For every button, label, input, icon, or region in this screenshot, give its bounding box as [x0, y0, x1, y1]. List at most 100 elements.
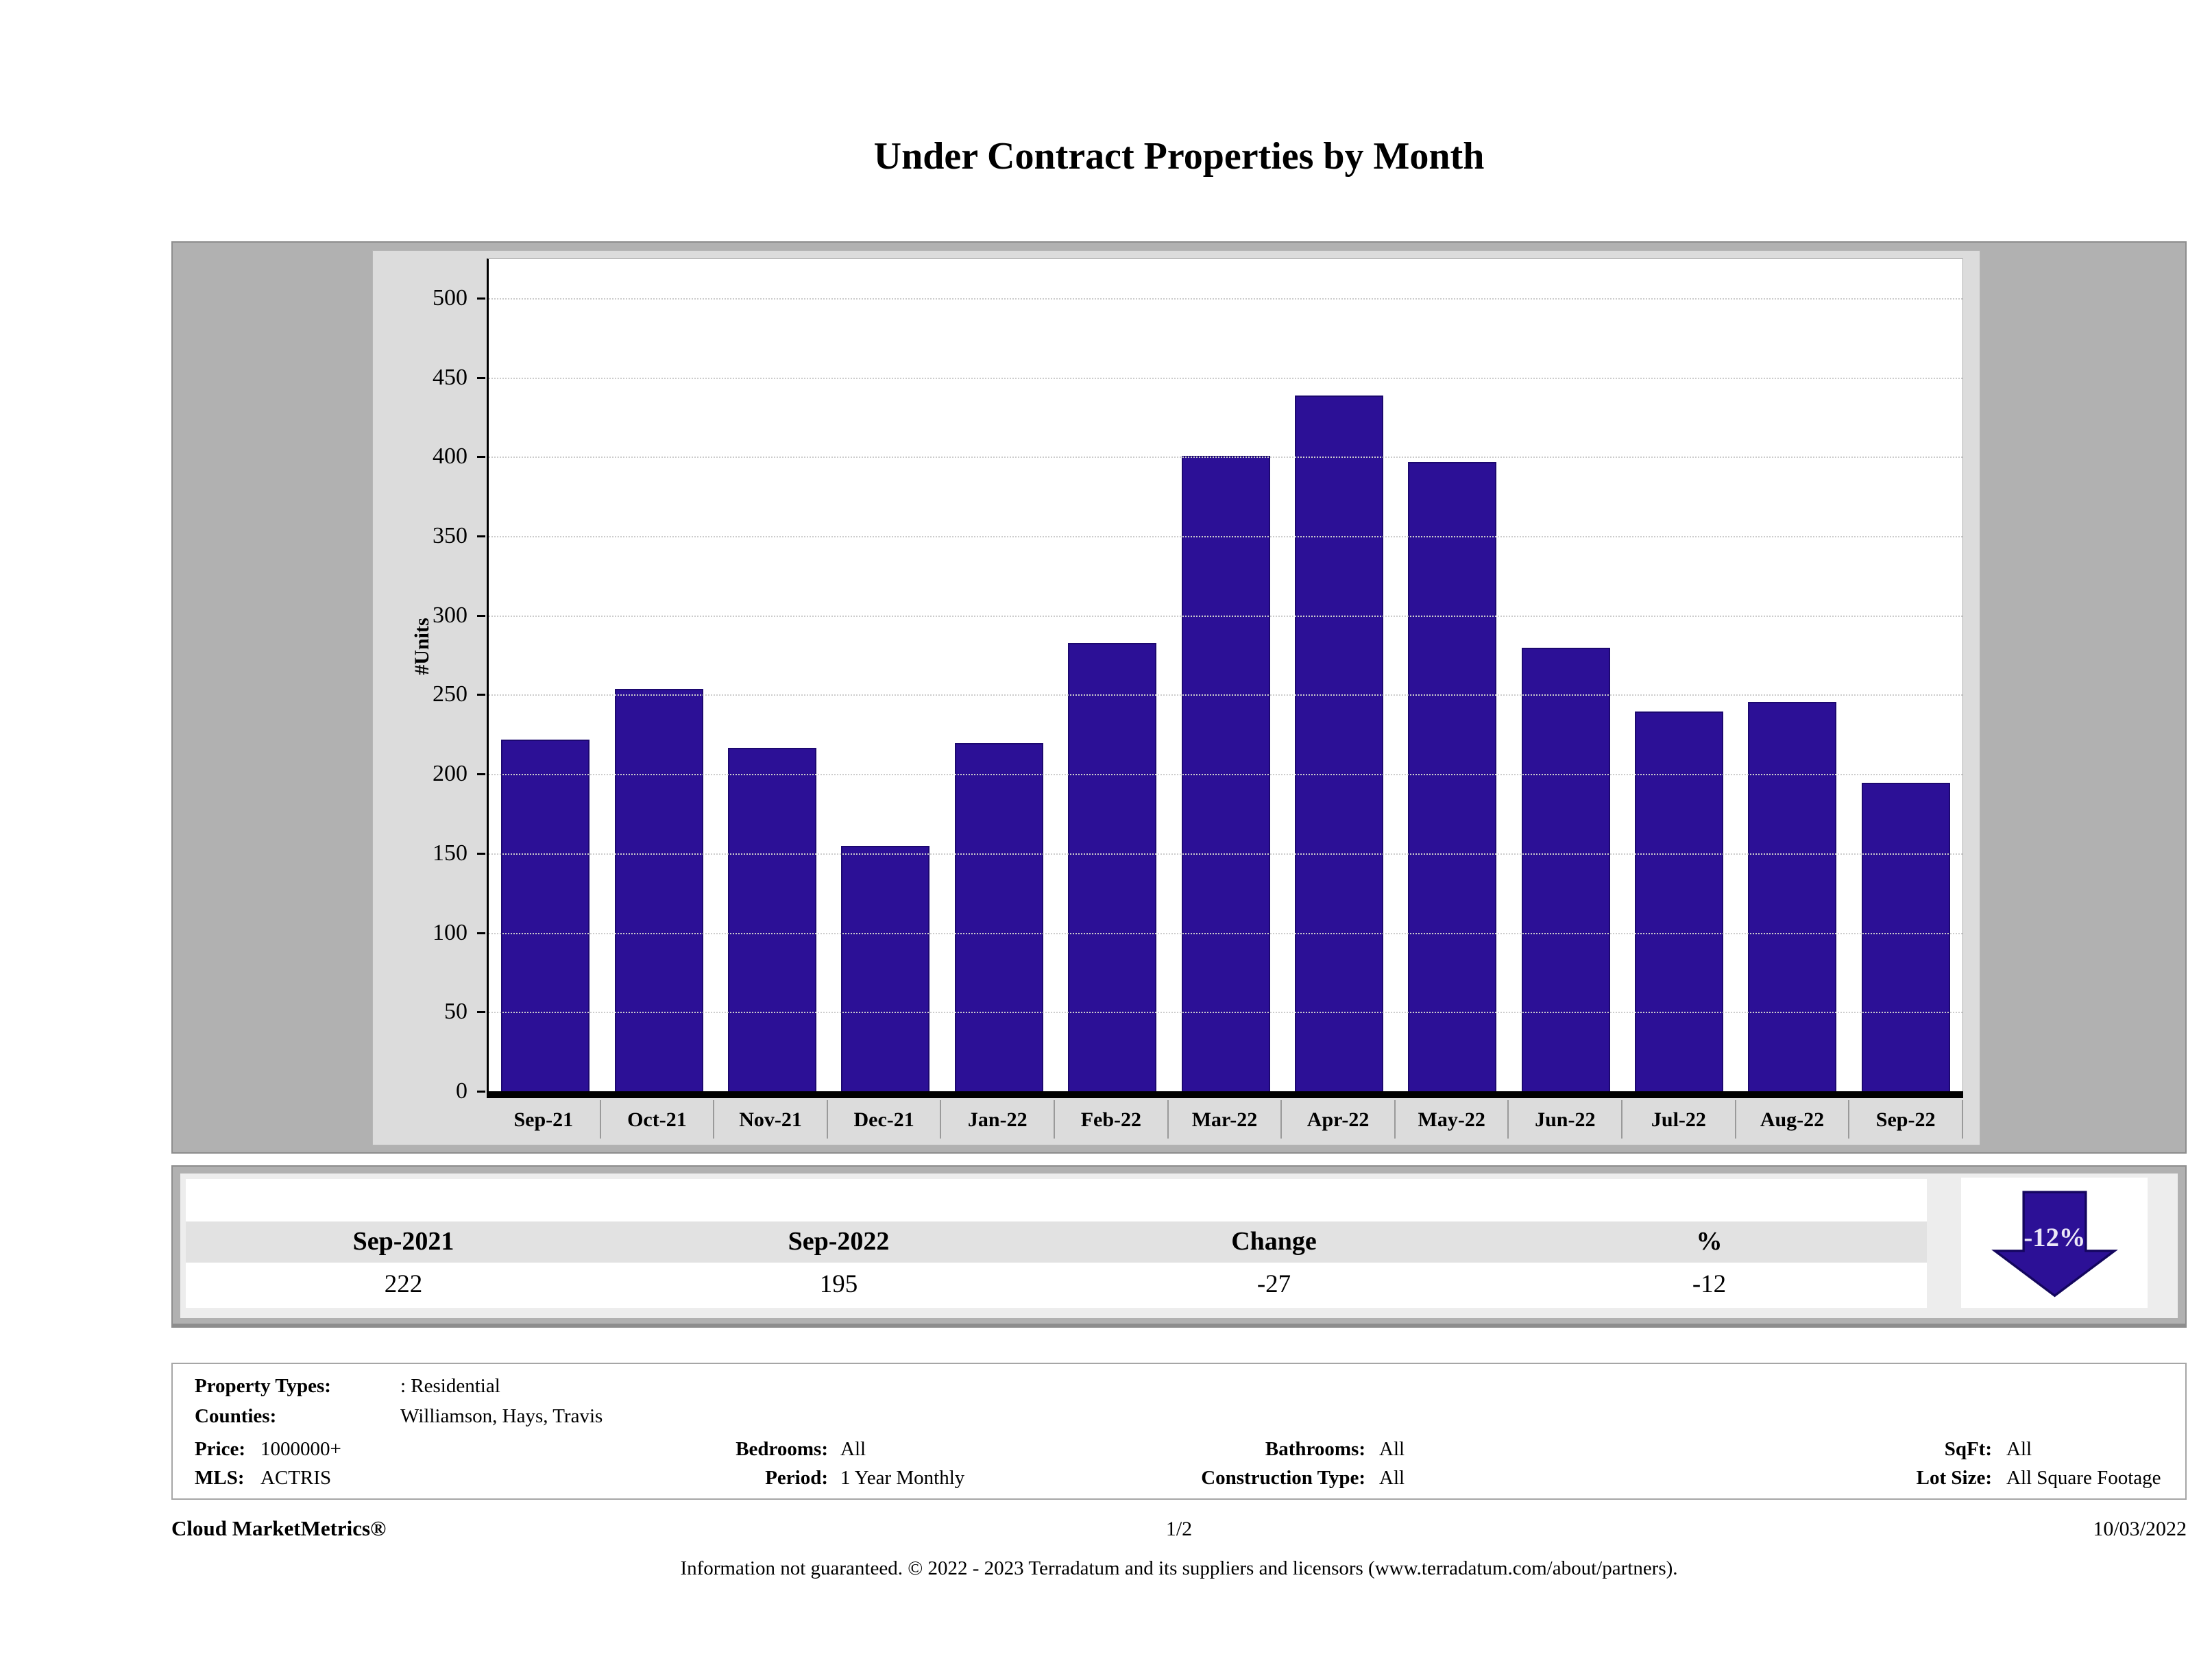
detail-row-mls: MLS: ACTRIS Period: 1 Year Monthly Const… — [195, 1467, 2163, 1496]
y-tick-mark — [477, 852, 485, 855]
y-tick-label: 500 — [433, 284, 467, 311]
price-value: 1000000+ — [260, 1438, 341, 1460]
y-tick-mark — [477, 376, 485, 379]
gridline — [489, 297, 1962, 300]
lot-size-value: All Square Footage — [2006, 1467, 2161, 1489]
chart-panel: #Units 0 50 100 150 200 250 300 350 400 450 500 Se… — [372, 250, 1980, 1145]
bar-slot — [602, 259, 715, 1092]
detail-row-property-types: Property Types: : Residential — [195, 1375, 2163, 1404]
price-label: Price: — [195, 1438, 246, 1460]
bar-nov-21 — [727, 747, 816, 1092]
bar-series — [489, 259, 1962, 1092]
summary-panel: Sep-2021 Sep-2022 Change % 222 195 -27 -… — [180, 1174, 2178, 1318]
bar-jul-22 — [1635, 711, 1724, 1092]
chart-container: #Units 0 50 100 150 200 250 300 350 400 450 500 Se… — [171, 241, 2187, 1154]
gridline — [489, 1012, 1962, 1014]
footer-brand: Cloud MarketMetrics® — [171, 1516, 387, 1540]
y-tick-mark — [477, 456, 485, 459]
y-tick-mark — [477, 1011, 485, 1014]
period-value: 1 Year Monthly — [840, 1467, 965, 1489]
construction-type-value: All — [1379, 1467, 1405, 1489]
y-tick-mark — [477, 773, 485, 776]
y-tick-label: 450 — [433, 364, 467, 390]
down-arrow-icon: -12% — [1991, 1191, 2118, 1298]
lot-size-label: Lot Size: — [1916, 1467, 1992, 1489]
plot-area — [477, 258, 1963, 1098]
bar-slot — [489, 259, 602, 1092]
y-tick-label: 400 — [433, 443, 467, 470]
counties-value: Williamson, Hays, Travis — [400, 1405, 603, 1427]
x-axis-label: Oct-21 — [600, 1092, 714, 1144]
bar-apr-22 — [1294, 396, 1383, 1092]
gridline — [489, 615, 1962, 617]
x-axis-label: Aug-22 — [1736, 1092, 1849, 1144]
x-axis-labels: Sep-21 Oct-21 Nov-21 Dec-21 Jan-22 Feb-22 Mar-… — [487, 1092, 1963, 1144]
gridline — [489, 536, 1962, 537]
y-tick-mark — [477, 932, 485, 934]
gridline — [489, 932, 1962, 934]
filter-details-box: Property Types: : Residential Counties: … — [171, 1363, 2187, 1500]
gridline — [489, 457, 1962, 459]
counties-label: Counties: — [195, 1405, 277, 1427]
bar-jan-22 — [954, 742, 1043, 1092]
sqft-value: All — [2006, 1438, 2032, 1460]
y-tick-mark — [477, 1091, 485, 1093]
gridline — [489, 694, 1962, 696]
summary-value-cell: 222 — [384, 1270, 423, 1298]
footer-disclaimer: Information not guaranteed. © 2022 - 202… — [680, 1557, 1678, 1579]
detail-row-price: Price: 1000000+ Bedrooms: All Bathrooms:… — [195, 1438, 2163, 1467]
y-tick-label: 300 — [433, 602, 467, 628]
property-types-value: : Residential — [400, 1375, 500, 1397]
bar-may-22 — [1408, 462, 1497, 1092]
gridline — [489, 853, 1962, 855]
summary-header-cell: % — [1696, 1227, 1723, 1256]
bar-oct-21 — [614, 689, 703, 1092]
summary-header-cell: Sep-2022 — [788, 1227, 890, 1256]
y-tick-label: 350 — [433, 523, 467, 548]
bar-aug-22 — [1748, 701, 1837, 1092]
y-axis: 0 50 100 150 200 250 300 350 400 450 500 — [373, 258, 476, 1104]
x-axis-label: Feb-22 — [1054, 1092, 1169, 1144]
summary-header-cell: Change — [1231, 1227, 1317, 1256]
bar-dec-21 — [841, 846, 930, 1092]
bar-slot — [1849, 259, 1962, 1092]
x-axis-label: May-22 — [1395, 1092, 1509, 1144]
bar-slot — [1056, 259, 1169, 1092]
bar-jun-22 — [1521, 648, 1610, 1092]
bar-mar-22 — [1181, 455, 1270, 1092]
mls-label: MLS: — [195, 1467, 245, 1489]
property-types-label: Property Types: — [195, 1375, 331, 1397]
bathrooms-value: All — [1379, 1438, 1405, 1460]
y-tick-mark — [477, 694, 485, 696]
page-title: Under Contract Properties by Month — [873, 135, 1485, 178]
summary-value-cell: -12 — [1692, 1270, 1727, 1298]
bar-slot — [716, 259, 829, 1092]
y-tick-label: 0 — [456, 1078, 467, 1104]
y-tick-mark — [477, 535, 485, 537]
footer-date: 10/03/2022 — [2093, 1518, 2187, 1540]
x-axis-label: Sep-21 — [487, 1092, 601, 1144]
y-tick-label: 200 — [433, 761, 467, 787]
period-label: Period: — [765, 1467, 828, 1489]
y-tick-label: 150 — [433, 840, 467, 866]
summary-header-cell: Sep-2021 — [352, 1227, 454, 1256]
change-indicator: -12% — [1961, 1178, 2148, 1308]
bedrooms-label: Bedrooms: — [736, 1438, 828, 1460]
x-axis-label: Mar-22 — [1168, 1092, 1282, 1144]
bathrooms-label: Bathrooms: — [1265, 1438, 1365, 1460]
bar-slot — [1622, 259, 1736, 1092]
bar-slot — [943, 259, 1056, 1092]
bar-slot — [829, 259, 942, 1092]
summary-value-cell: -27 — [1256, 1270, 1291, 1298]
bedrooms-value: All — [840, 1438, 866, 1460]
y-tick-mark — [477, 614, 485, 617]
x-axis-label: Sep-22 — [1849, 1092, 1963, 1144]
bar-slot — [1169, 259, 1282, 1092]
x-axis-label: Jan-22 — [940, 1092, 1055, 1144]
x-axis-label: Nov-21 — [714, 1092, 828, 1144]
detail-row-counties: Counties: Williamson, Hays, Travis — [195, 1405, 2163, 1434]
gridline — [489, 774, 1962, 776]
summary-header-row: Sep-2021 Sep-2022 Change % — [186, 1221, 1927, 1263]
x-axis-label: Dec-21 — [827, 1092, 942, 1144]
summary-spacer-row — [186, 1179, 1927, 1221]
